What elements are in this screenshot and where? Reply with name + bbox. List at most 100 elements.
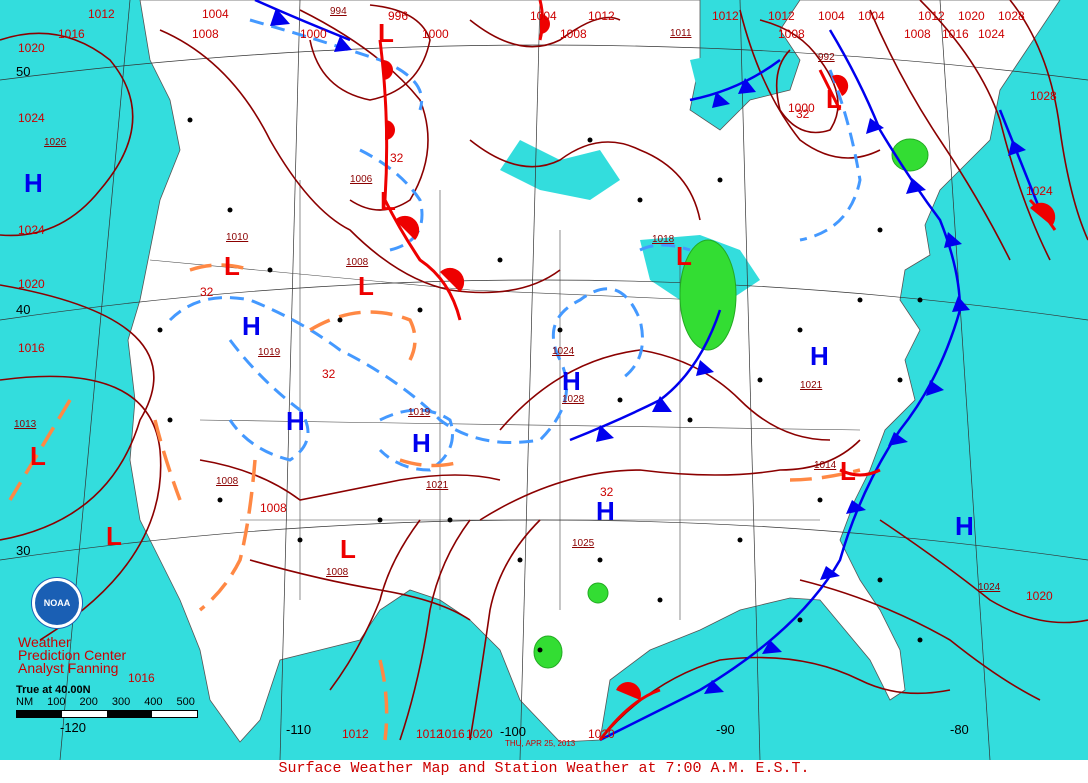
- isobar-label: 1024: [18, 111, 45, 125]
- isobar-label: 1008: [260, 501, 287, 515]
- isobar-label: 1020: [588, 727, 615, 741]
- scale-units: NM: [16, 696, 34, 708]
- isobar-label: 1008: [778, 27, 805, 41]
- center-value: 1014: [814, 460, 837, 471]
- low-center: L: [826, 84, 842, 114]
- scale-tick: 100: [47, 696, 66, 708]
- center-value: 1011: [670, 28, 692, 39]
- high-center: H: [810, 341, 829, 371]
- low-center: L: [358, 271, 374, 301]
- low-center: L: [378, 18, 394, 48]
- isobar-label: 1000: [788, 101, 815, 115]
- land-north-america: [127, 0, 1061, 743]
- isobar-label: 1020: [18, 277, 45, 291]
- credit-line: Prediction Center: [18, 647, 127, 663]
- isobar-label: 1000: [300, 27, 327, 41]
- center-value: 1018: [652, 234, 675, 245]
- isobar-label: 1016: [18, 341, 45, 355]
- boundaries: [149, 180, 861, 620]
- center-value: 1008: [346, 257, 369, 268]
- isotherm-label: 32: [796, 107, 810, 121]
- isobars: [0, 0, 1088, 741]
- center-value: 1026: [44, 137, 67, 148]
- high-center: H: [24, 168, 43, 198]
- isobar-label: 1012: [342, 727, 369, 741]
- isobar-label: 1020: [466, 727, 493, 741]
- scale-title: True at 40.00N: [16, 684, 91, 696]
- low-center: L: [224, 251, 240, 281]
- isotherm-label: 32: [600, 485, 614, 499]
- noaa-logo: NOAA: [32, 578, 82, 628]
- center-value: 1010: [226, 232, 249, 243]
- isobar-label: 1008: [904, 27, 931, 41]
- lon-label: -110: [286, 722, 311, 737]
- isobar-label: 1004: [202, 7, 229, 21]
- distance-scale: True at 40.00N NM 100 200 300 400 500: [16, 684, 198, 718]
- date-stamp: THU, APR 25, 2013: [505, 739, 576, 748]
- center-value: 1021: [426, 480, 449, 491]
- center-value: 1024: [552, 346, 575, 357]
- pressure-center-letters: H L L L L L H H H H H L L L L H L H: [24, 18, 974, 564]
- analyst-credit: Weather Prediction Center Analyst Fannin…: [18, 635, 127, 676]
- isobar-label: 1012: [712, 9, 739, 23]
- scale-tick: 400: [144, 696, 163, 708]
- scale-bar: [16, 710, 198, 718]
- lat-label: 30: [16, 543, 30, 558]
- lon-label: -120: [60, 720, 86, 735]
- pressure-center-values: 1026 1013 1006 994 1010 1019 1019 1008 1…: [14, 6, 1001, 593]
- isobar-label: 1028: [1030, 89, 1057, 103]
- isotherm-label: 32: [322, 367, 336, 381]
- isobar-label: 1024: [1026, 184, 1053, 198]
- isobar-label: 1012: [588, 9, 615, 23]
- center-value: 1013: [14, 419, 37, 430]
- high-center: H: [286, 406, 305, 436]
- lat-label: 50: [16, 64, 30, 79]
- center-value: 1019: [258, 347, 281, 358]
- center-value: 992: [818, 52, 835, 63]
- isobar-label: 1016: [942, 27, 969, 41]
- warm-front-bumps: [383, 14, 1056, 700]
- high-center: H: [596, 496, 615, 526]
- center-value: 1008: [326, 567, 349, 578]
- scale-tick: 500: [176, 696, 195, 708]
- isotherm-label: 32: [200, 285, 214, 299]
- isobar-label: 1028: [998, 9, 1025, 23]
- isobar-labels: 1012 1016 1020 1024 1024 1020 1016 1004 …: [18, 7, 1057, 741]
- lon-label: -80: [950, 722, 969, 737]
- station-plots: [157, 117, 923, 653]
- isobar-label: 1020: [1026, 589, 1053, 603]
- isobar-label: 1016: [128, 671, 155, 685]
- isobar-label: 1016: [58, 27, 85, 41]
- high-center: H: [562, 366, 581, 396]
- scale-tick: 300: [111, 696, 131, 708]
- isobar-label: 1008: [560, 27, 587, 41]
- credit-line: Analyst Fanning: [18, 660, 119, 676]
- low-center: L: [676, 241, 692, 271]
- hudson-bay: [500, 140, 620, 200]
- isobar-label: 1016: [438, 727, 465, 741]
- graticule-labels: 50 40 30 -120 -110 -100 -90 -80: [16, 64, 969, 739]
- high-center: H: [412, 428, 431, 458]
- center-value: 1024: [978, 582, 1001, 593]
- isobar-label: 1024: [18, 223, 45, 237]
- low-center: L: [106, 521, 122, 551]
- scale-tick: 200: [79, 696, 98, 708]
- high-center: H: [955, 511, 974, 541]
- cold-front-teeth: [270, 8, 1026, 694]
- center-value: 1019: [408, 407, 431, 418]
- lon-label: -90: [716, 722, 735, 737]
- isobar-label: 1020: [958, 9, 985, 23]
- isobar-label: 1008: [192, 27, 219, 41]
- isobar-label: 1012: [416, 727, 443, 741]
- isobar-label: 1000: [422, 27, 449, 41]
- isobar-label: 1020: [18, 41, 45, 55]
- weather-map: H L L L L L H H H H H L L L L H L H 1026…: [0, 0, 1088, 760]
- isobar-label: 996: [388, 9, 408, 23]
- low-center: L: [340, 534, 356, 564]
- low-center: L: [30, 441, 46, 471]
- center-value: 1028: [562, 394, 585, 405]
- isobar-label: 1004: [858, 9, 885, 23]
- map-caption: Surface Weather Map and Station Weather …: [278, 760, 810, 777]
- isobar-label: 1012: [918, 9, 945, 23]
- high-center: H: [242, 311, 261, 341]
